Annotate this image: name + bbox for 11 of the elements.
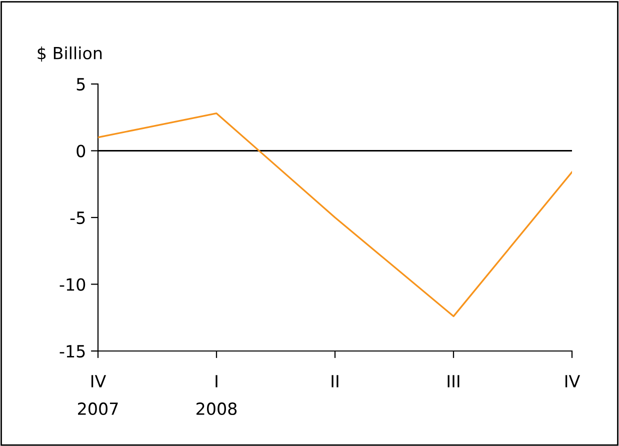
x-tick-label: IV 2007 — [78, 375, 118, 416]
y-tick-label: -15 — [60, 345, 85, 358]
y-axis-title: $ Billion — [38, 46, 102, 62]
x-tick-label: II — [332, 375, 338, 388]
y-tick-label: -10 — [60, 278, 86, 291]
x-tick-label: III — [448, 375, 460, 388]
y-tick-label: 5 — [76, 78, 85, 91]
y-tick-label: -5 — [70, 212, 85, 224]
y-tick-label: 0 — [76, 144, 86, 158]
x-tick-label: IV — [565, 375, 580, 388]
x-tick-label: I 2008 — [196, 375, 237, 416]
